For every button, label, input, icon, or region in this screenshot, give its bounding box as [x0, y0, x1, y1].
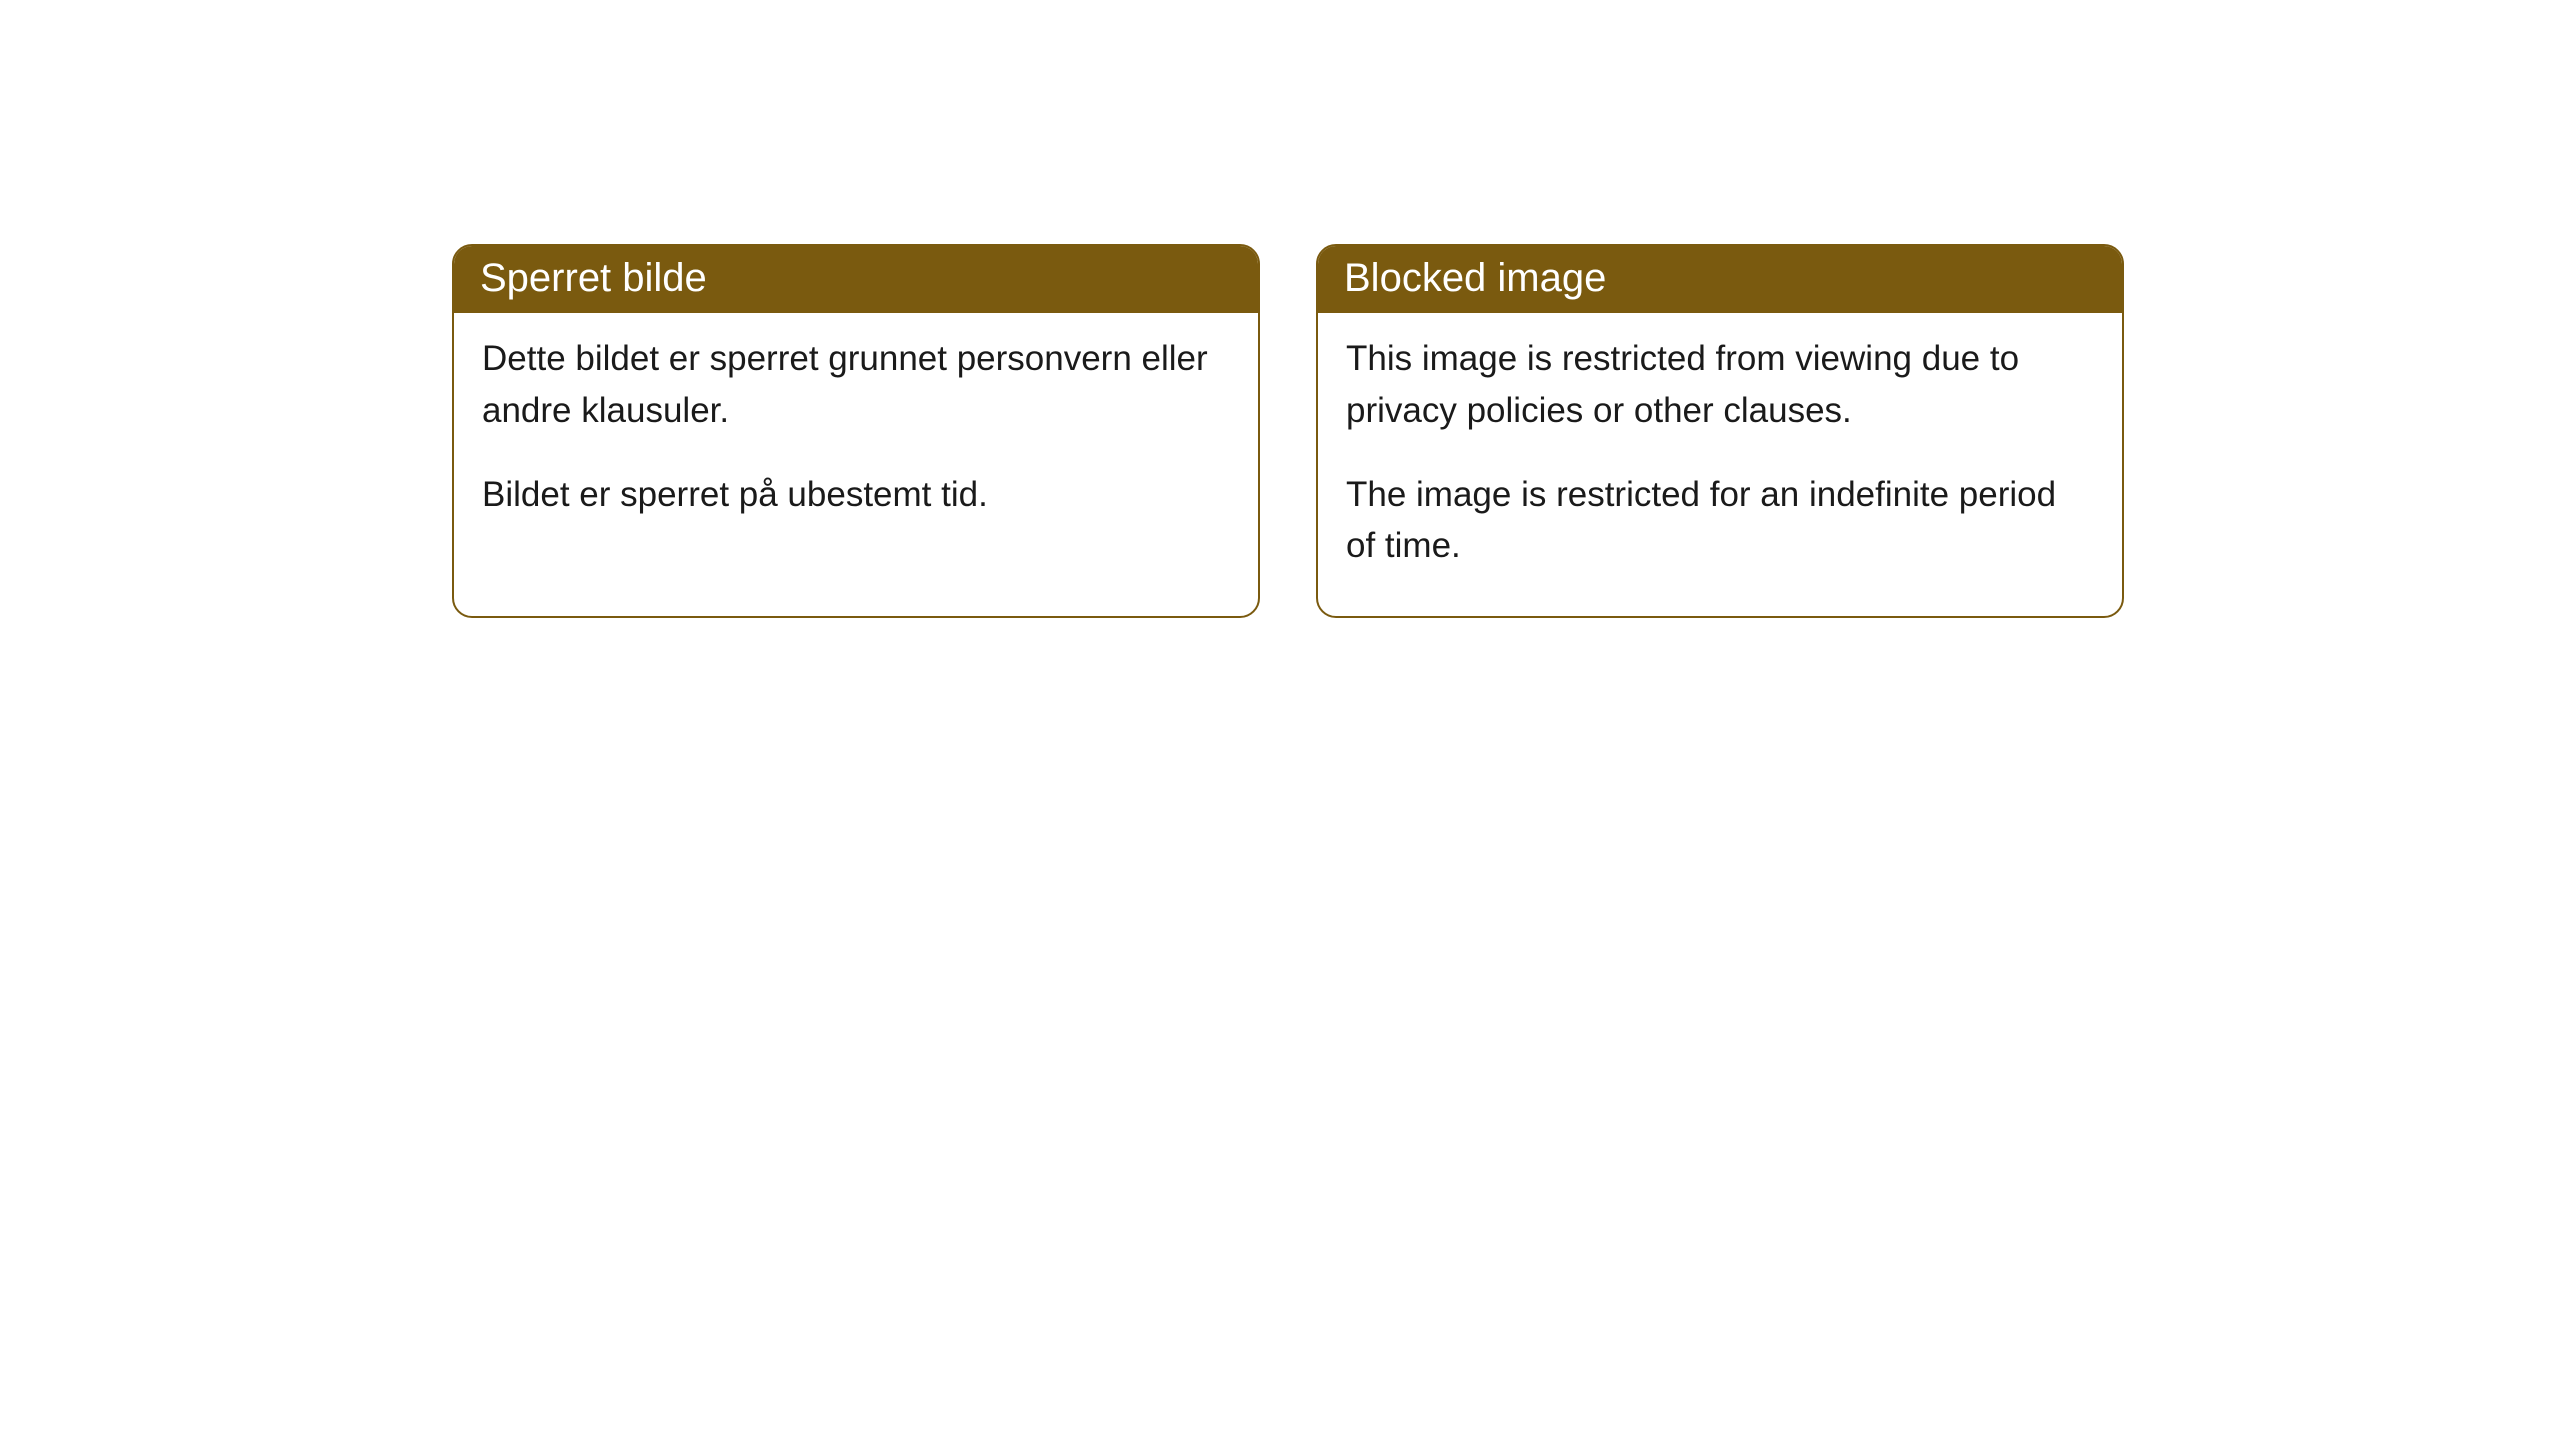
card-body-norwegian: Dette bildet er sperret grunnet personve…: [454, 313, 1258, 564]
card-header-english: Blocked image: [1318, 246, 2122, 313]
card-text-english-2: The image is restricted for an indefinit…: [1346, 469, 2094, 573]
card-title-norwegian: Sperret bilde: [480, 256, 707, 300]
card-header-norwegian: Sperret bilde: [454, 246, 1258, 313]
cards-container: Sperret bilde Dette bildet er sperret gr…: [0, 0, 2560, 618]
card-body-english: This image is restricted from viewing du…: [1318, 313, 2122, 616]
card-text-norwegian-2: Bildet er sperret på ubestemt tid.: [482, 469, 1230, 521]
card-english: Blocked image This image is restricted f…: [1316, 244, 2124, 618]
card-norwegian: Sperret bilde Dette bildet er sperret gr…: [452, 244, 1260, 618]
card-text-english-1: This image is restricted from viewing du…: [1346, 333, 2094, 437]
card-text-norwegian-1: Dette bildet er sperret grunnet personve…: [482, 333, 1230, 437]
card-title-english: Blocked image: [1344, 256, 1606, 300]
